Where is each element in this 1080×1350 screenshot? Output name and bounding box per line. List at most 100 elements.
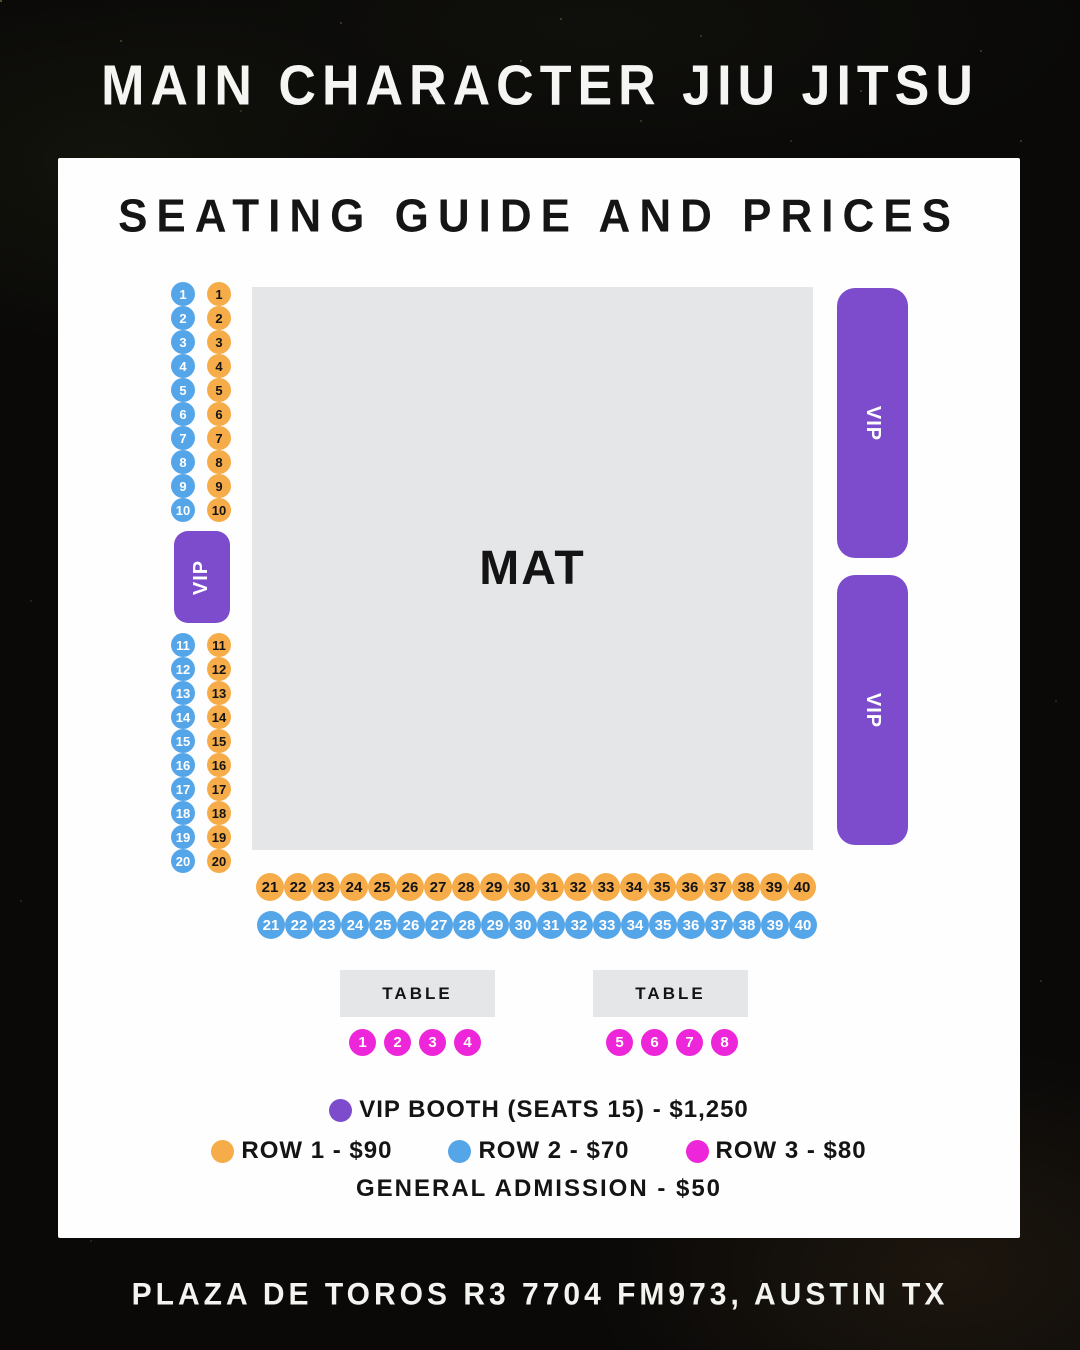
seat-row1: 13: [207, 681, 231, 705]
seating-guide-heading: SEATING GUIDE AND PRICES: [118, 190, 960, 243]
seat-row1: 12: [207, 657, 231, 681]
row2-seats-left-top: 1 2 3 4 5 6 7 8 9 10: [171, 282, 195, 522]
seat-row2: 8: [171, 450, 195, 474]
seat-row1: 3: [207, 330, 231, 354]
seat-row1: 15: [207, 729, 231, 753]
seat-row2: 20: [171, 849, 195, 873]
seat-row2: 31: [537, 911, 565, 939]
seat-row2: 22: [285, 911, 313, 939]
table-1: TABLE: [340, 970, 495, 1017]
seat-row1: 28: [452, 873, 480, 901]
seat-row1: 27: [424, 873, 452, 901]
seat-row1: 16: [207, 753, 231, 777]
seat-row2: 37: [705, 911, 733, 939]
seat-row2: 6: [171, 402, 195, 426]
row2-seats-bottom: 21 22 23 24 25 26 27 28 29 30 31 32 33 34 35 36 37 38 39 40: [257, 911, 817, 939]
seat-row1: 36: [676, 873, 704, 901]
seat-row1: 34: [620, 873, 648, 901]
seat-row1: 39: [760, 873, 788, 901]
legend-row1-item: ROW 1 - $90: [211, 1137, 392, 1165]
seat-row3: 2: [384, 1029, 411, 1056]
row2-seats-left-bottom: 11 12 13 14 15 16 17 18 19 20: [171, 633, 195, 873]
seat-row2: 15: [171, 729, 195, 753]
seat-row1: 29: [480, 873, 508, 901]
seat-row2: 33: [593, 911, 621, 939]
seat-row2: 32: [565, 911, 593, 939]
seat-row2: 24: [341, 911, 369, 939]
seat-row2: 12: [171, 657, 195, 681]
seat-row1: 8: [207, 450, 231, 474]
row1-seats-bottom: 21 22 23 24 25 26 27 28 29 30 31 32 33 34 35 36 37 38 39 40: [256, 873, 816, 901]
seat-row2: 7: [171, 426, 195, 450]
seat-row1: 37: [704, 873, 732, 901]
seat-row1: 10: [207, 498, 231, 522]
seat-row2: 4: [171, 354, 195, 378]
legend-general-admission-label: GENERAL ADMISSION - $50: [355, 1175, 723, 1202]
seat-row2: 23: [313, 911, 341, 939]
seat-row1: 17: [207, 777, 231, 801]
seat-row1: 14: [207, 705, 231, 729]
seat-row2: 11: [171, 633, 195, 657]
seat-row2: 28: [453, 911, 481, 939]
vip-booth-left: VIP: [174, 531, 230, 623]
row2-color-dot-icon: [448, 1139, 472, 1163]
seat-row1: 19: [207, 825, 231, 849]
seat-row2: 25: [369, 911, 397, 939]
seat-row2: 29: [481, 911, 509, 939]
seat-row2: 9: [171, 474, 195, 498]
seat-row3: 1: [349, 1029, 376, 1056]
seat-row2: 21: [257, 911, 285, 939]
seat-row2: 5: [171, 378, 195, 402]
seat-row3: 5: [606, 1029, 633, 1056]
seat-row2: 13: [171, 681, 195, 705]
seating-guide-card: SEATING GUIDE AND PRICES MAT 1 2 3 4 5 6 7 8 9 10…: [58, 158, 1020, 1238]
seat-row2: 1: [171, 282, 195, 306]
seat-row1: 4: [207, 354, 231, 378]
seat-row1: 2: [207, 306, 231, 330]
legend-row1-label: ROW 1 - $90: [241, 1137, 393, 1164]
seat-row2: 26: [397, 911, 425, 939]
table-1-label: TABLE: [382, 983, 453, 1003]
legend-row2-item: ROW 2 - $70: [448, 1137, 629, 1165]
seat-row2: 36: [677, 911, 705, 939]
seat-row2: 2: [171, 306, 195, 330]
table-2-label: TABLE: [635, 983, 706, 1003]
seat-row1: 5: [207, 378, 231, 402]
row1-color-dot-icon: [211, 1139, 235, 1163]
seat-row3: 7: [676, 1029, 703, 1056]
seat-row1: 20: [207, 849, 231, 873]
seat-row2: 18: [171, 801, 195, 825]
legend-general-admission-line: GENERAL ADMISSION - $50: [58, 1175, 1020, 1203]
vip-booth-right-bottom-label: VIP: [862, 692, 884, 728]
seat-row1: 9: [207, 474, 231, 498]
seat-row2: 39: [761, 911, 789, 939]
seat-row1: 23: [312, 873, 340, 901]
seat-row2: 35: [649, 911, 677, 939]
seat-row2: 19: [171, 825, 195, 849]
seat-row1: 11: [207, 633, 231, 657]
seat-row2: 16: [171, 753, 195, 777]
legend-row2-label: ROW 2 - $70: [478, 1137, 630, 1164]
seat-row1: 38: [732, 873, 760, 901]
seat-row1: 32: [564, 873, 592, 901]
legend-row3-label: ROW 3 - $80: [715, 1137, 867, 1164]
vip-booth-right-top: VIP: [837, 288, 908, 558]
seat-row1: 35: [648, 873, 676, 901]
legend-vip-item: VIP BOOTH (SEATS 15) - $1,250: [329, 1096, 749, 1124]
seat-row1: 7: [207, 426, 231, 450]
seat-row1: 31: [536, 873, 564, 901]
seat-row2: 34: [621, 911, 649, 939]
seat-row1: 30: [508, 873, 536, 901]
seat-row1: 22: [284, 873, 312, 901]
seat-row2: 14: [171, 705, 195, 729]
seat-row3: 8: [711, 1029, 738, 1056]
seat-row3: 6: [641, 1029, 668, 1056]
seat-row1: 6: [207, 402, 231, 426]
seat-row2: 27: [425, 911, 453, 939]
seat-row2: 30: [509, 911, 537, 939]
table-2: TABLE: [593, 970, 748, 1017]
vip-booth-right-top-label: VIP: [862, 405, 884, 441]
seat-row2: 38: [733, 911, 761, 939]
seat-row1: 25: [368, 873, 396, 901]
